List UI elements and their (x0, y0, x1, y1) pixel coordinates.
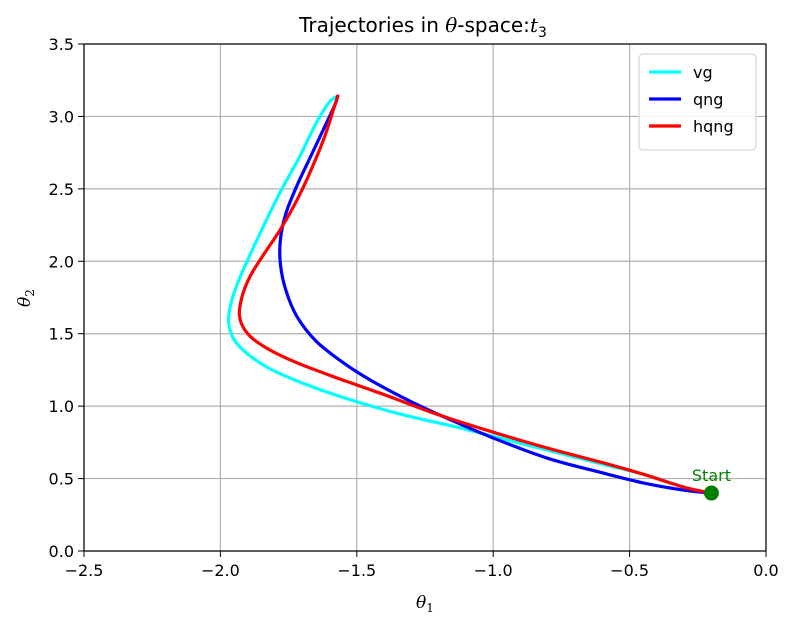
chart-title: Trajectories in θ-space:t3 (298, 13, 547, 41)
series-line-hqng (237, 94, 713, 495)
legend-label-qng: qng (693, 90, 723, 109)
y-axis-label: θ2 (15, 289, 37, 307)
x-axis-label: θ1 (416, 593, 434, 615)
y-tick-label: 0.5 (49, 470, 74, 489)
x-tick-label: −0.5 (610, 561, 649, 580)
x-tick-label: 0.0 (753, 561, 778, 580)
start-marker-layer: Start (692, 466, 731, 501)
series-line-qng (278, 94, 713, 495)
y-tick-label: 3.5 (49, 35, 74, 54)
y-tick-label: 2.0 (49, 252, 74, 271)
x-tick-label: −1.0 (474, 561, 513, 580)
x-tick-label: −1.5 (337, 561, 376, 580)
start-label: Start (692, 466, 731, 485)
series-layer (226, 94, 713, 495)
start-point-marker (703, 485, 719, 501)
y-tick-label: 2.5 (49, 180, 74, 199)
x-tick-label: −2.5 (65, 561, 104, 580)
y-tick-label: 0.0 (49, 542, 74, 561)
y-tick-label: 1.5 (49, 325, 74, 344)
legend-label-hqng: hqng (693, 117, 734, 136)
series-line-vg (226, 94, 713, 495)
legend-label-vg: vg (693, 63, 713, 82)
axis-ticks: −2.5 −2.0 −1.5 −1.0 −0.5 0.0 0.0 0.5 1.0 1.5 2.0 2.… (49, 35, 779, 580)
y-tick-label: 1.0 (49, 397, 74, 416)
x-tick-label: −2.0 (201, 561, 240, 580)
legend: vg qng hqng (638, 53, 757, 151)
plot-frame (83, 43, 767, 552)
y-tick-label: 3.0 (49, 107, 74, 126)
